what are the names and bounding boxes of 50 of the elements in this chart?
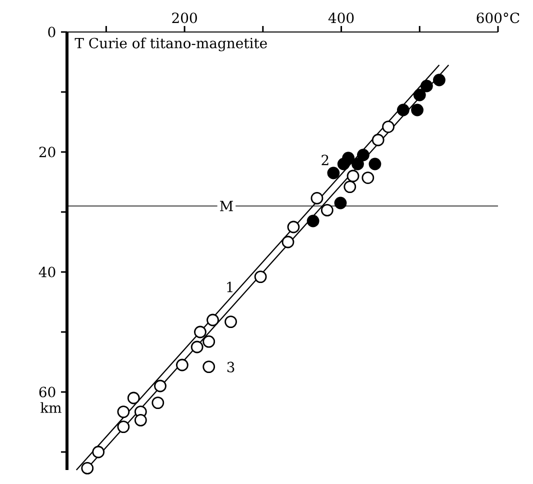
point xyxy=(357,148,370,162)
point xyxy=(433,74,446,86)
y-axis-title: km xyxy=(40,402,62,413)
ref-line-label: M xyxy=(220,200,233,212)
point xyxy=(327,166,340,180)
point xyxy=(92,446,105,458)
point xyxy=(310,192,324,204)
point xyxy=(320,204,334,216)
point xyxy=(194,326,206,338)
y-tick-label: 20 xyxy=(39,146,56,158)
point xyxy=(411,104,424,116)
y-tick-label: 40 xyxy=(38,266,56,278)
point xyxy=(202,335,216,348)
point xyxy=(352,158,364,170)
x-tick-label: 200 xyxy=(172,12,197,24)
point xyxy=(176,358,188,372)
point xyxy=(134,414,147,426)
y-tick-label: 0 xyxy=(48,26,56,38)
chart-title: T Curie of titano-magnetite xyxy=(74,38,267,52)
point xyxy=(206,314,219,326)
x-tick-label: 400 xyxy=(328,12,354,24)
y-tick-label: 60 xyxy=(39,386,56,398)
point xyxy=(190,340,204,354)
point xyxy=(287,220,300,234)
point xyxy=(334,196,347,210)
point xyxy=(368,158,382,170)
point xyxy=(306,214,320,228)
point xyxy=(346,170,360,182)
point xyxy=(154,380,166,392)
annotation: 2 xyxy=(322,154,328,166)
point xyxy=(254,270,267,284)
annotation: 1 xyxy=(227,282,232,292)
point xyxy=(282,236,294,248)
point xyxy=(224,316,237,328)
point xyxy=(117,406,130,418)
point xyxy=(337,158,350,170)
point xyxy=(344,180,356,194)
point xyxy=(81,462,94,474)
x-tick-label: 600°C xyxy=(476,12,520,24)
point xyxy=(396,104,410,116)
point xyxy=(420,80,433,92)
point xyxy=(117,420,130,434)
point xyxy=(152,396,164,410)
annotation: 3 xyxy=(227,362,234,372)
point xyxy=(127,392,140,404)
point xyxy=(202,360,216,374)
point xyxy=(413,88,426,102)
point xyxy=(372,134,384,146)
point xyxy=(362,172,374,184)
point xyxy=(382,120,394,133)
